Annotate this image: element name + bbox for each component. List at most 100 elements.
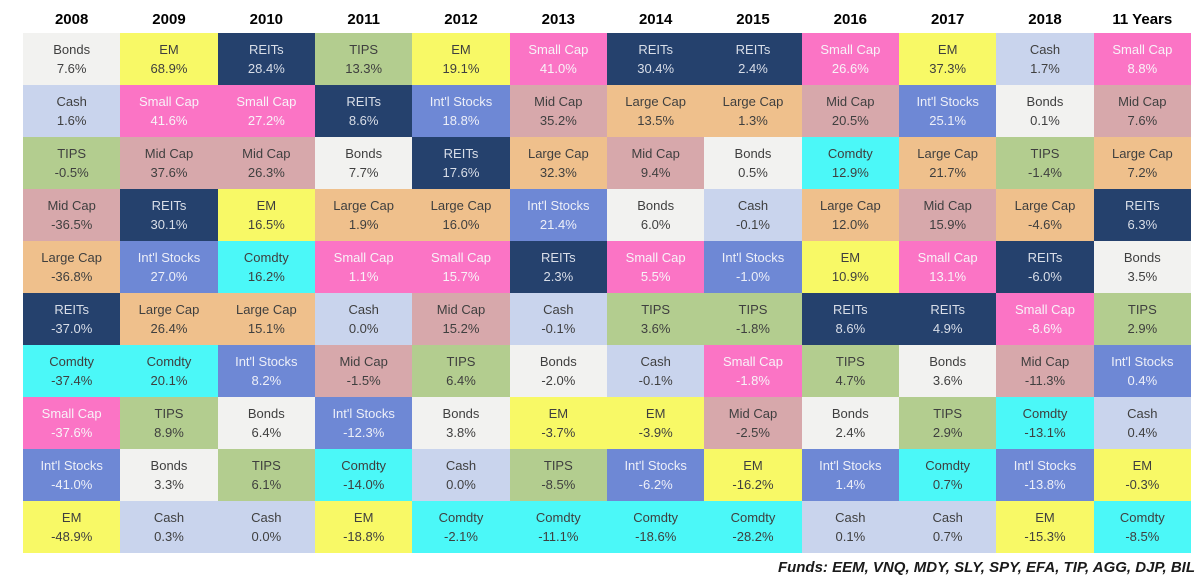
- return-value: 2.9%: [932, 425, 963, 440]
- return-cell: TIPS 3.6%: [607, 293, 705, 345]
- asset-label: Comdty: [633, 510, 679, 525]
- asset-label: Small Cap: [820, 42, 881, 57]
- asset-label: Comdty: [730, 510, 776, 525]
- return-value: 37.6%: [150, 165, 188, 180]
- return-cell: EM -0.3%: [1093, 449, 1191, 501]
- return-value: 21.4%: [539, 217, 577, 232]
- asset-label: Bonds: [150, 458, 188, 473]
- return-cell: Comdty 20.1%: [120, 345, 218, 397]
- return-cell: EM -3.9%: [607, 397, 705, 449]
- return-value: 2.9%: [1127, 321, 1158, 336]
- return-value: -4.6%: [1028, 217, 1062, 232]
- return-value: 0.0%: [348, 321, 379, 336]
- column-header-2011: 2011: [347, 11, 380, 28]
- return-cell: Int'l Stocks 0.4%: [1093, 345, 1191, 397]
- return-cell: Cash 0.0%: [412, 449, 510, 501]
- return-value: 4.7%: [835, 373, 866, 388]
- return-cell: Large Cap 32.3%: [509, 137, 607, 189]
- return-cell: Int'l Stocks 1.4%: [801, 449, 899, 501]
- asset-label: EM: [353, 510, 374, 525]
- return-cell: REITs 6.3%: [1093, 189, 1191, 241]
- asset-label: Bonds: [1026, 94, 1064, 109]
- column-header-2016: 2016: [833, 11, 868, 28]
- asset-label: TIPS: [933, 406, 963, 421]
- return-value: 15.7%: [442, 269, 480, 284]
- return-cell: Bonds 6.4%: [217, 397, 315, 449]
- asset-label: Small Cap: [41, 406, 102, 421]
- return-cell: Int'l Stocks -6.2%: [607, 449, 705, 501]
- asset-label: REITs: [735, 42, 771, 57]
- return-cell: TIPS -1.8%: [704, 293, 802, 345]
- return-cell: Small Cap 1.1%: [315, 241, 413, 293]
- funds-note: Funds: EEM, VNQ, MDY, SLY, SPY, EFA, TIP…: [777, 559, 1195, 576]
- return-value: 8.6%: [348, 113, 379, 128]
- asset-label: Bonds: [247, 406, 285, 421]
- column-header-2014: 2014: [638, 11, 673, 28]
- asset-label: Small Cap: [528, 42, 589, 57]
- asset-label: TIPS: [641, 302, 671, 317]
- return-cell: EM -3.7%: [509, 397, 607, 449]
- return-value: 1.6%: [56, 113, 87, 128]
- return-cell: Mid Cap 7.6%: [1093, 85, 1191, 137]
- return-value: -12.3%: [343, 425, 385, 440]
- return-value: -18.8%: [343, 529, 385, 544]
- asset-label: TIPS: [543, 458, 573, 473]
- return-cell: Large Cap 7.2%: [1093, 137, 1191, 189]
- return-cell: Small Cap -8.6%: [996, 293, 1094, 345]
- column-header-2009: 2009: [152, 11, 186, 28]
- asset-label: REITs: [443, 146, 479, 161]
- return-value: 68.9%: [150, 61, 188, 76]
- column-header-2017: 2017: [930, 11, 965, 28]
- return-value: 26.4%: [150, 321, 188, 336]
- return-cell: Large Cap -4.6%: [996, 189, 1094, 241]
- asset-label: Large Cap: [527, 146, 589, 161]
- return-value: -48.9%: [51, 529, 93, 544]
- return-value: 0.0%: [446, 477, 476, 492]
- asset-label: TIPS: [349, 42, 379, 57]
- return-cell: TIPS -8.5%: [509, 449, 607, 501]
- asset-label: REITs: [151, 198, 187, 213]
- return-cell: TIPS 6.1%: [217, 449, 315, 501]
- return-value: -11.1%: [538, 529, 579, 544]
- return-cell: Comdty -2.1%: [412, 501, 510, 553]
- return-cell: TIPS -1.4%: [996, 137, 1094, 189]
- return-cell: Cash 0.3%: [120, 501, 218, 553]
- return-cell: Mid Cap 37.6%: [120, 137, 218, 189]
- return-cell: Small Cap -37.6%: [23, 397, 121, 449]
- column-header-11-years: 11 Years: [1112, 11, 1173, 28]
- return-value: -37.6%: [51, 425, 93, 440]
- return-cell: Mid Cap -1.5%: [315, 345, 413, 397]
- return-value: 1.3%: [738, 113, 768, 128]
- return-cell: Large Cap 16.0%: [412, 189, 510, 241]
- return-value: 1.7%: [1030, 61, 1060, 76]
- asset-label: Small Cap: [431, 250, 491, 265]
- return-value: 3.6%: [640, 321, 671, 336]
- asset-label: EM: [159, 42, 179, 57]
- asset-label: Mid Cap: [242, 146, 291, 161]
- return-value: -41.0%: [51, 477, 93, 492]
- return-cell: REITs 8.6%: [315, 85, 413, 137]
- return-value: 3.5%: [1127, 269, 1158, 284]
- return-value: 20.1%: [150, 373, 188, 388]
- return-value: 6.1%: [251, 477, 282, 492]
- return-value: 0.7%: [932, 477, 963, 492]
- return-cell: Mid Cap 15.2%: [412, 293, 510, 345]
- asset-label: REITs: [54, 302, 89, 317]
- asset-label: Large Cap: [1111, 146, 1173, 161]
- return-value: 18.8%: [442, 113, 480, 128]
- asset-label: EM: [645, 406, 666, 421]
- return-cell: TIPS 6.4%: [412, 345, 510, 397]
- return-cell: Int'l Stocks 27.0%: [120, 241, 218, 293]
- return-value: -1.4%: [1028, 165, 1062, 180]
- asset-label: Cash: [445, 458, 477, 473]
- return-cell: Cash 0.4%: [1093, 397, 1191, 449]
- return-cell: Int'l Stocks -1.0%: [704, 241, 802, 293]
- return-cell: Mid Cap -11.3%: [996, 345, 1094, 397]
- asset-label: Large Cap: [819, 198, 881, 213]
- return-cell: Large Cap 1.3%: [704, 85, 802, 137]
- return-cell: TIPS 2.9%: [1093, 293, 1191, 345]
- asset-label: Cash: [251, 510, 282, 525]
- asset-label: Cash: [835, 510, 866, 525]
- return-cell: EM 37.3%: [899, 33, 997, 85]
- return-cell: TIPS -0.5%: [23, 137, 121, 189]
